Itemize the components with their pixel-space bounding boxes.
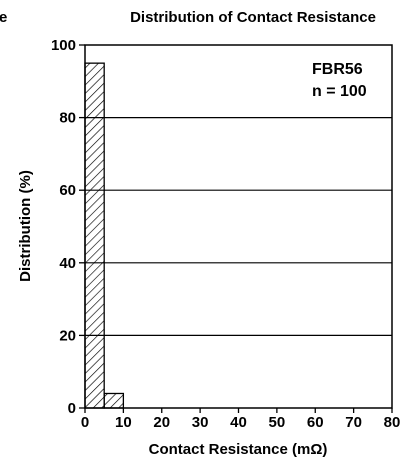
x-axis-ticks: 0 10 20 30 40 50 60 70 80 [81, 408, 401, 431]
y-tick-label-20: 20 [59, 327, 76, 344]
x-tick-label-70: 70 [345, 414, 362, 431]
histogram-bars [84, 62, 125, 409]
y-tick-label-40: 40 [59, 255, 76, 272]
x-tick-label-40: 40 [230, 414, 247, 431]
y-axis-ticks: 0 20 40 60 80 100 [51, 37, 85, 417]
x-tick-label-10: 10 [115, 414, 132, 431]
y-tick-label-100: 100 [51, 37, 76, 54]
x-tick-label-20: 20 [153, 414, 170, 431]
annotation-model: FBR56 [312, 61, 363, 78]
x-tick-label-30: 30 [192, 414, 209, 431]
bar-0-5 [84, 62, 105, 409]
x-tick-label-80: 80 [384, 414, 401, 431]
x-tick-label-50: 50 [269, 414, 286, 431]
x-tick-label-60: 60 [307, 414, 324, 431]
x-axis-label: Contact Resistance (mΩ) [149, 441, 328, 458]
gridlines [85, 116, 392, 336]
bar-5-10 [103, 392, 125, 409]
annotation-sample-count: n = 100 [312, 83, 367, 100]
x-tick-label-0: 0 [81, 414, 89, 431]
y-axis-label: Distribution (%) [17, 170, 34, 282]
y-tick-label-80: 80 [59, 110, 76, 127]
chart-title: Distribution of Contact Resistance [130, 9, 376, 26]
y-tick-label-60: 60 [59, 182, 76, 199]
cropped-text-fragment: e [0, 9, 7, 26]
y-tick-label-0: 0 [68, 400, 76, 417]
